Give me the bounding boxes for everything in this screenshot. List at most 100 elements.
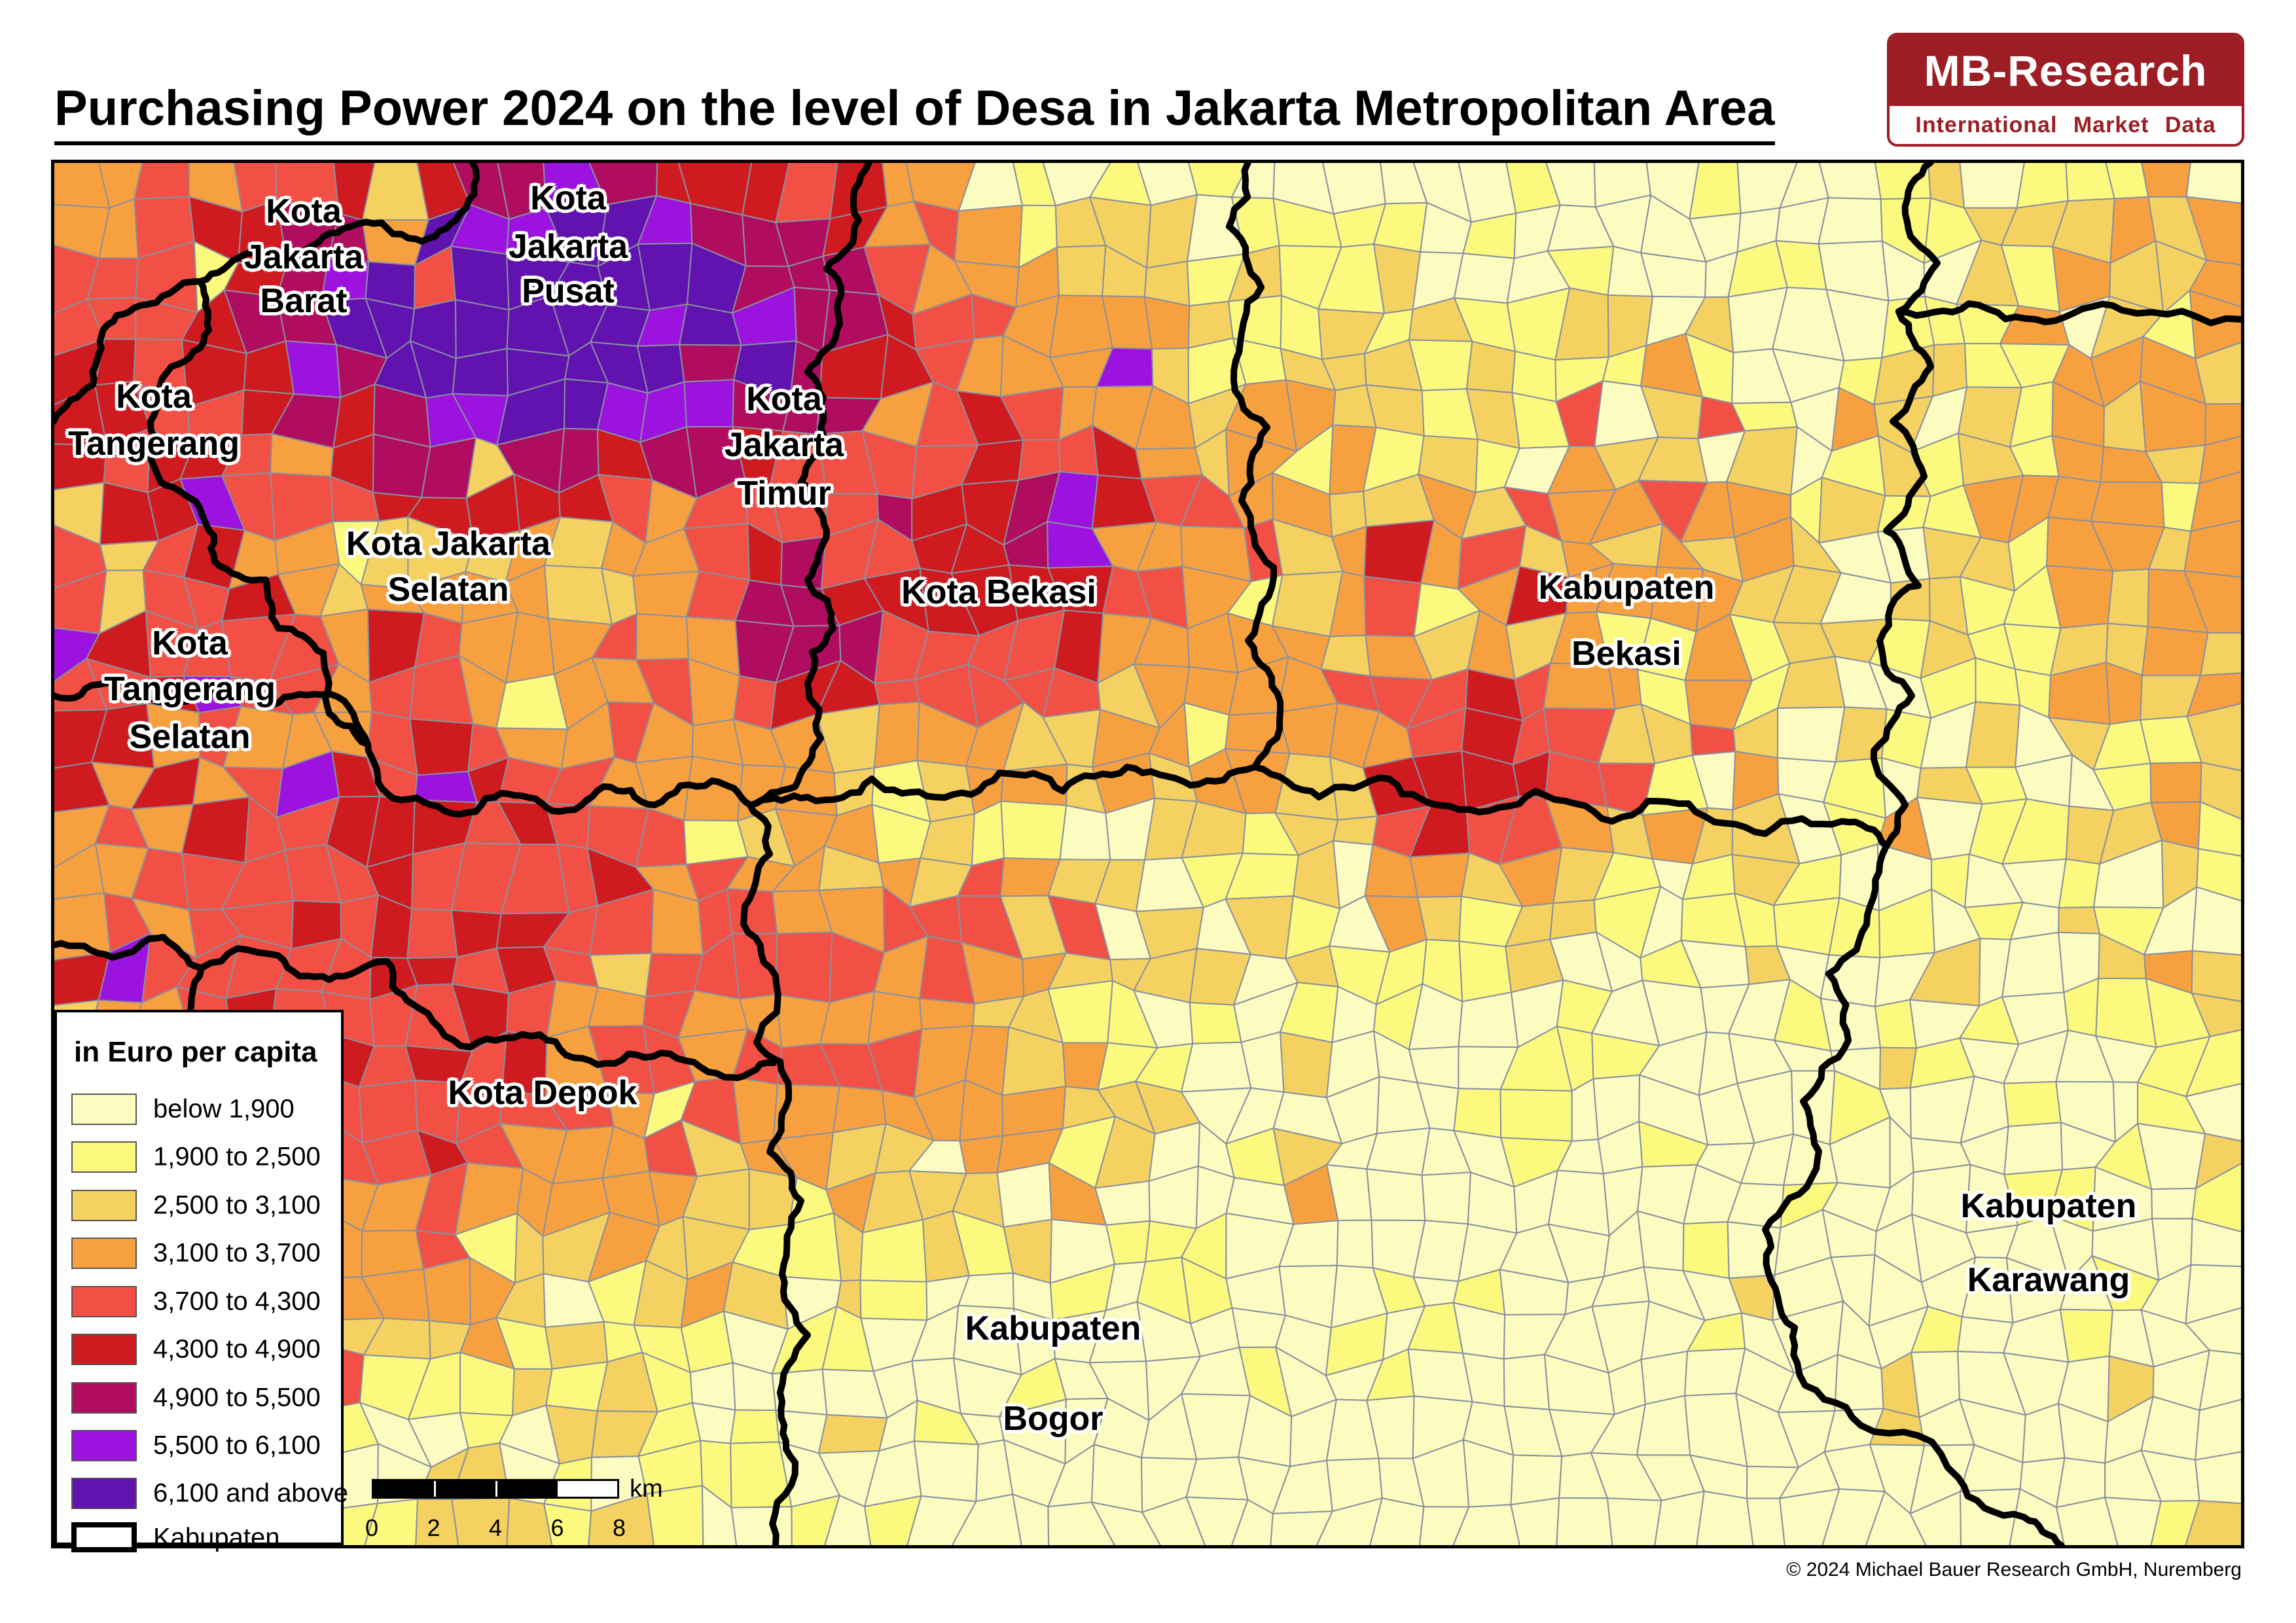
legend-class-label: 6,100 and above bbox=[153, 1478, 349, 1508]
desa-polygon bbox=[1270, 1510, 1334, 1546]
map-label-kota-tangerang-selatan: Tangerang bbox=[104, 670, 276, 708]
desa-polygon bbox=[918, 997, 975, 1030]
map-label-kabupaten-bekasi: Bekasi bbox=[1571, 635, 1681, 673]
desa-polygon bbox=[1185, 1456, 1249, 1501]
desa-polygon bbox=[1012, 1493, 1050, 1546]
desa-polygon bbox=[775, 931, 833, 1004]
desa-polygon bbox=[2141, 626, 2209, 677]
kabupaten-boundary bbox=[1895, 300, 2242, 327]
desa-polygon bbox=[1503, 1353, 1551, 1410]
desa-polygon bbox=[2185, 1082, 2242, 1142]
desa-polygon bbox=[2195, 1133, 2242, 1190]
legend-swatch bbox=[71, 1430, 137, 1461]
scalebar-tick: 0 bbox=[365, 1514, 379, 1541]
desa-polygon bbox=[1059, 804, 1111, 861]
desa-polygon bbox=[2183, 519, 2242, 579]
desa-polygon bbox=[1134, 447, 1204, 480]
desa-polygon bbox=[588, 1493, 655, 1546]
desa-polygon bbox=[954, 204, 1023, 268]
legend-swatch bbox=[71, 1286, 137, 1317]
desa-polygon bbox=[1746, 1497, 1785, 1546]
desa-polygon bbox=[1452, 1504, 1521, 1546]
desa-polygon bbox=[2150, 1499, 2200, 1546]
legend-row: 3,700 to 4,300 bbox=[57, 1286, 341, 1317]
scalebar-tick: 6 bbox=[550, 1514, 564, 1541]
kabupaten-boundary bbox=[1762, 162, 2065, 1546]
desa-polygon bbox=[2204, 402, 2242, 446]
page-title: Purchasing Power 2024 on the level of De… bbox=[54, 84, 1775, 145]
legend-row: below 1,900 bbox=[57, 1094, 341, 1125]
map-label-kota-jakarta-timur: Timur bbox=[737, 474, 831, 512]
desa-polygon bbox=[544, 564, 613, 626]
desa-polygon bbox=[1556, 1497, 1613, 1546]
desa-polygon bbox=[2200, 632, 2242, 677]
desa-polygon bbox=[2195, 341, 2242, 405]
copyright-text: © 2024 Michael Bauer Research GmbH, Nure… bbox=[1786, 1559, 2242, 1580]
desa-polygon bbox=[1332, 815, 1378, 846]
desa-polygon bbox=[1682, 1221, 1730, 1279]
desa-polygon bbox=[906, 1495, 977, 1546]
kabupaten-boundary bbox=[54, 677, 371, 747]
map-label-kabupaten-bogor: Kabupaten bbox=[965, 1310, 1141, 1347]
desa-polygon bbox=[1001, 1085, 1067, 1137]
desa-polygon bbox=[1336, 1219, 1374, 1269]
scalebar-segment bbox=[374, 1481, 436, 1497]
legend-title: in Euro per capita bbox=[74, 1036, 317, 1068]
desa-polygon bbox=[1279, 1031, 1333, 1099]
desa-polygon bbox=[2090, 481, 2165, 528]
legend-class-label: 1,900 to 2,500 bbox=[153, 1142, 321, 1171]
map-label-kota-jakarta-barat: Barat bbox=[260, 282, 348, 320]
desa-polygon bbox=[2184, 1307, 2242, 1355]
desa-polygon bbox=[1909, 1490, 1962, 1546]
map-label-kota-jakarta-timur: Kota bbox=[746, 380, 822, 418]
desa-polygon bbox=[636, 613, 690, 661]
logo-tagline-panel: International Market Data bbox=[1890, 106, 2242, 144]
map-label-kota-jakarta-selatan: Kota Jakarta bbox=[346, 525, 551, 563]
desa-polygon bbox=[406, 908, 458, 959]
desa-polygon bbox=[732, 1076, 778, 1145]
desa-polygon bbox=[823, 1494, 872, 1546]
desa-polygon bbox=[2196, 847, 2242, 902]
desa-polygon bbox=[1407, 1348, 1473, 1403]
map-label-kota-jakarta-pusat: Pusat bbox=[522, 272, 615, 310]
desa-polygon bbox=[2191, 1162, 2242, 1233]
legend-swatch bbox=[71, 1094, 137, 1125]
desa-polygon bbox=[863, 1495, 922, 1546]
desa-polygon bbox=[1230, 1499, 1274, 1546]
desa-polygon bbox=[1865, 1490, 1927, 1546]
desa-polygon bbox=[1835, 706, 1888, 763]
desa-polygon bbox=[181, 796, 251, 864]
desa-polygon bbox=[1684, 1347, 1746, 1397]
legend-class-label: 3,100 to 3,700 bbox=[153, 1238, 321, 1268]
desa-polygon bbox=[1821, 1488, 1886, 1546]
scalebar-bar bbox=[372, 1479, 619, 1499]
desa-polygon bbox=[1818, 162, 1882, 200]
scalebar-segment bbox=[557, 1481, 617, 1497]
desa-polygon bbox=[1409, 852, 1471, 899]
desa-polygon bbox=[1959, 162, 2025, 209]
desa-polygon bbox=[2003, 1080, 2062, 1128]
desa-polygon bbox=[1458, 991, 1519, 1048]
desa-polygon bbox=[1105, 1220, 1151, 1265]
legend-swatch bbox=[71, 1190, 137, 1221]
map-label-kota-jakarta-barat: Jakarta bbox=[243, 238, 364, 276]
desa-polygon bbox=[2185, 1499, 2242, 1546]
desa-polygon bbox=[2055, 1496, 2119, 1546]
kabupaten-boundary bbox=[740, 802, 811, 1546]
desa-polygon bbox=[2001, 931, 2065, 998]
legend-row-kabupaten: Kabupaten bbox=[57, 1522, 341, 1554]
desa-polygon bbox=[2185, 1029, 2242, 1097]
desa-polygon bbox=[1366, 1168, 1426, 1222]
desa-polygon bbox=[701, 1484, 738, 1546]
desa-polygon bbox=[414, 770, 478, 804]
logo-wordmark-panel: MB-Research bbox=[1890, 35, 2242, 106]
desa-polygon bbox=[2197, 800, 2242, 857]
desa-polygon bbox=[133, 162, 190, 200]
map-label-kota-bekasi: Kota Bekasi bbox=[901, 573, 1096, 611]
mb-research-logo: MB-Research International Market Data bbox=[1887, 33, 2244, 147]
desa-polygon bbox=[2195, 1399, 2242, 1461]
scalebar-tick: 2 bbox=[427, 1514, 440, 1541]
legend-row: 5,500 to 6,100 bbox=[57, 1430, 341, 1461]
legend-row: 1,900 to 2,500 bbox=[57, 1141, 341, 1173]
desa-polygon bbox=[859, 1279, 928, 1321]
